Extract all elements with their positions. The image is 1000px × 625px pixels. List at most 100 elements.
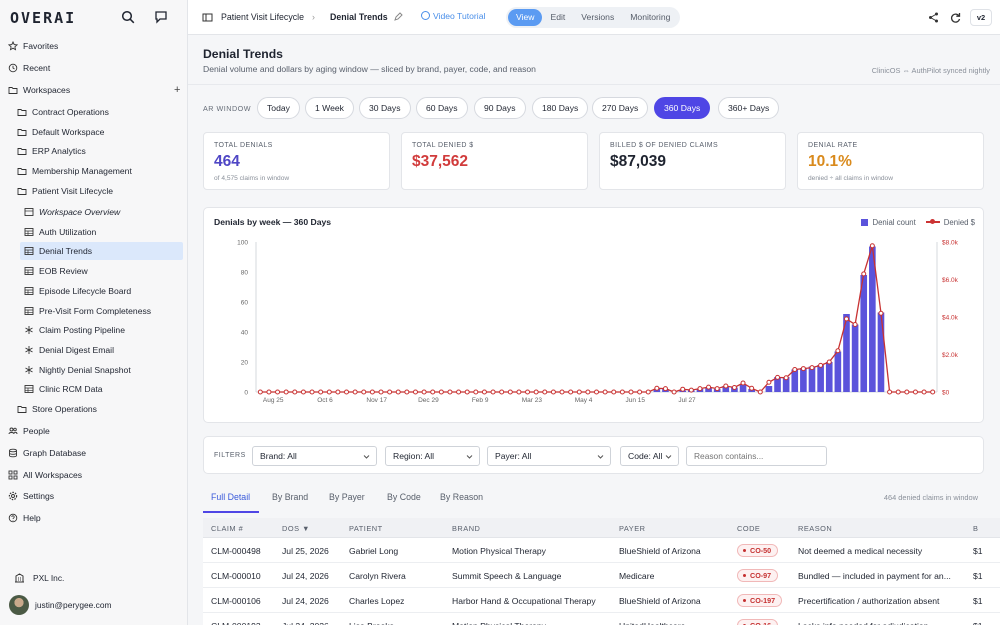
sidebar-item-auth-utilization[interactable]: Auth Utilization — [20, 223, 183, 241]
tab-by-brand[interactable]: By Brand — [272, 492, 309, 502]
video-tutorial-link[interactable]: Video Tutorial — [421, 11, 485, 21]
column-header[interactable]: PAYER — [619, 524, 646, 533]
sidebar-item-nightly-denial-snapshot[interactable]: Nightly Denial Snapshot — [20, 361, 183, 379]
filter-select-region[interactable]: Region: All — [385, 446, 480, 466]
ar-window-pill-60-days[interactable]: 60 Days — [416, 97, 468, 119]
tab-by-code[interactable]: By Code — [387, 492, 421, 502]
sidebar-item-eob-review[interactable]: EOB Review — [20, 262, 183, 280]
sidebar-item-patient-visit-lifecycle[interactable]: Patient Visit Lifecycle — [13, 182, 183, 200]
tab-monitoring[interactable]: Monitoring — [630, 12, 671, 22]
line-point — [680, 386, 686, 392]
ar-window-pill-today[interactable]: Today — [257, 97, 300, 119]
sidebar-item-graph-database[interactable]: Graph Database — [4, 444, 174, 462]
sidebar-item-denial-digest-email[interactable]: Denial Digest Email — [20, 341, 183, 359]
pipeline-icon — [25, 326, 33, 335]
table-icon — [24, 286, 34, 295]
y-tick-label-left: 0 — [244, 390, 248, 397]
sidebar-item-claim-posting-pipeline[interactable]: Claim Posting Pipeline — [20, 321, 183, 339]
table-cell: Summit Speech & Language — [452, 571, 562, 581]
column-header[interactable]: CODE — [737, 524, 761, 533]
sidebar-item-workspaces[interactable]: Workspaces — [4, 81, 174, 99]
kpi-value: 464 — [214, 153, 240, 170]
share-icon[interactable] — [928, 12, 939, 23]
table-cell: Gabriel Long — [349, 546, 399, 556]
filter-select-brand[interactable]: Brand: All — [252, 446, 377, 466]
sidebar-item-all-workspaces[interactable]: All Workspaces — [4, 466, 174, 484]
sidebar-item-people[interactable]: People — [4, 422, 174, 440]
column-header[interactable]: BRAND — [452, 524, 481, 533]
version-badge[interactable]: v2 — [970, 9, 992, 26]
sidebar-item-denial-trends[interactable]: Denial Trends — [20, 242, 183, 261]
user-menu[interactable]: justin@perygee.com — [9, 595, 111, 615]
sidebar-item-label: All Workspaces — [23, 469, 83, 480]
refresh-icon[interactable] — [950, 12, 961, 23]
tab-full-detail[interactable]: Full Detail — [211, 492, 251, 502]
bar — [851, 324, 859, 392]
column-header[interactable]: REASON — [798, 524, 833, 533]
sidebar-item-episode-lifecycle-board[interactable]: Episode Lifecycle Board — [20, 282, 183, 300]
table-row[interactable]: CLM-000193Jul 24, 2026Lisa BrooksMotion … — [203, 613, 1000, 625]
tab-view[interactable]: View — [508, 9, 543, 26]
kpi-subtext: of 4,575 claims in window — [214, 175, 290, 182]
table-row[interactable]: CLM-000498 Jul 25, 2026 Gabriel Long Motion… — [203, 538, 1000, 563]
table-cell: Precertification / authorization absent — [798, 596, 940, 606]
sidebar-item-contract-operations[interactable]: Contract Operations — [13, 103, 183, 121]
ar-window-pill-180-days[interactable]: 180 Days — [532, 97, 589, 119]
add-workspace-button[interactable]: + — [174, 84, 181, 96]
column-header[interactable]: CLAIM # — [211, 524, 244, 533]
line-point — [464, 389, 470, 395]
table-cell: $1 — [973, 596, 983, 606]
sidebar-item-label: Clinic RCM Data — [39, 384, 103, 395]
row-count: 464 denied claims in window — [883, 493, 978, 502]
table-cell: BlueShield of Arizona — [619, 596, 701, 606]
sidebar-item-recent[interactable]: Recent — [4, 59, 174, 77]
org-switcher[interactable]: PXL Inc. — [14, 572, 64, 583]
tab-versions[interactable]: Versions — [581, 12, 615, 22]
select-value: Code: All — [628, 451, 663, 461]
column-header[interactable]: DOS ▼ — [282, 524, 310, 533]
chat-icon[interactable] — [154, 10, 168, 24]
sidebar-item-default-workspace[interactable]: Default Workspace — [13, 123, 183, 141]
sidebar-item-membership-management[interactable]: Membership Management — [13, 162, 183, 180]
ar-window-pill-1-week[interactable]: 1 Week — [305, 97, 354, 119]
edit-pencil-icon[interactable] — [394, 12, 403, 21]
sidebar-item-erp-analytics[interactable]: ERP Analytics — [13, 142, 183, 160]
line-point — [516, 389, 522, 395]
reason-search-input[interactable] — [686, 446, 827, 466]
filter-select-code[interactable]: Code: All — [620, 446, 679, 466]
folder-icon — [17, 109, 27, 116]
column-header[interactable]: B — [973, 524, 979, 533]
sidebar-item-clinic-rcm-data[interactable]: Clinic RCM Data — [20, 380, 183, 398]
building-icon — [15, 573, 24, 583]
line-point — [861, 271, 867, 277]
filter-select-payer[interactable]: Payer: All — [487, 446, 611, 466]
ar-window-pill-360-days[interactable]: 360+ Days — [718, 97, 780, 119]
search-icon[interactable] — [121, 10, 135, 24]
sidebar-item-favorites[interactable]: Favorites — [4, 37, 174, 55]
sidebar-item-help[interactable]: Help — [4, 509, 174, 527]
ar-window-pill-360-days[interactable]: 360 Days — [654, 97, 711, 119]
tab-by-payer[interactable]: By Payer — [329, 492, 365, 502]
x-tick-label: Oct 6 — [317, 397, 333, 404]
breadcrumb-parent[interactable]: Patient Visit Lifecycle — [221, 12, 304, 22]
y-tick-label-left: 80 — [241, 270, 249, 277]
y-tick-label-right: $0 — [942, 390, 950, 397]
sidebar-item-pre-visit-form-completeness[interactable]: Pre-Visit Form Completeness — [20, 302, 183, 320]
ar-window-pill-270-days[interactable]: 270 Days — [592, 97, 649, 119]
table-row[interactable]: CLM-000010 Jul 24, 2026 Carolyn Rivera Summ… — [203, 563, 1000, 588]
sidebar-item-settings[interactable]: Settings — [4, 487, 174, 505]
folder-icon — [17, 406, 27, 413]
tab-by-reason[interactable]: By Reason — [440, 492, 484, 502]
sidebar-item-store-operations[interactable]: Store Operations — [13, 400, 183, 418]
bar — [825, 362, 833, 392]
ar-window-pill-30-days[interactable]: 30 Days — [359, 97, 411, 119]
x-tick-label: Jul 27 — [678, 397, 696, 404]
tab-edit[interactable]: Edit — [550, 12, 566, 22]
table-view-tabs: 464 denied claims in window Full Detail B… — [203, 485, 984, 513]
column-header[interactable]: PATIENT — [349, 524, 383, 533]
ar-window-pill-90-days[interactable]: 90 Days — [474, 97, 526, 119]
sidebar-item-label: Help — [23, 513, 41, 524]
table-row[interactable]: CLM-000106 Jul 24, 2026 Charles Lopez Harbo… — [203, 588, 1000, 613]
app-logo: OVERAI — [10, 9, 77, 27]
sidebar-item-workspace-overview[interactable]: Workspace Overview — [20, 203, 183, 221]
